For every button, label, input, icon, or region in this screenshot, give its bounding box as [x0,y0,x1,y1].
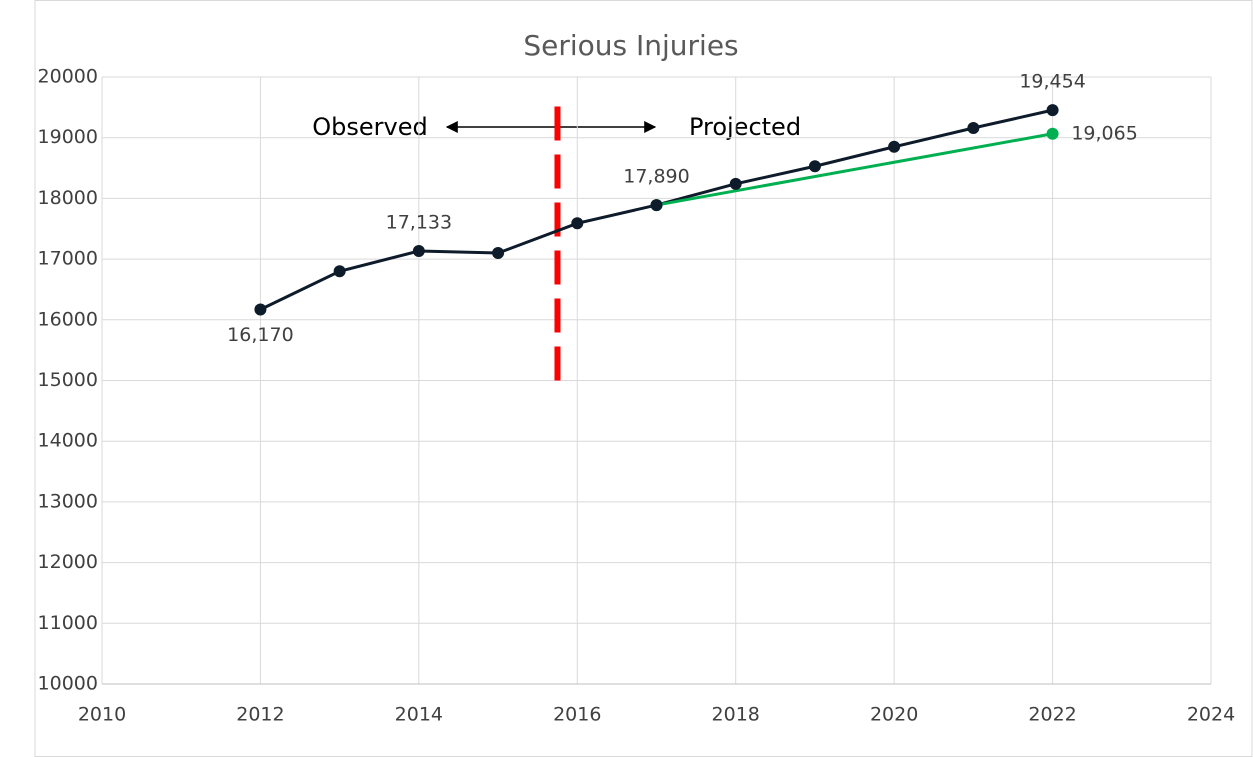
data-label: 16,170 [227,324,293,346]
data-label: 19,454 [1019,71,1085,93]
y-tick-label: 16000 [38,308,98,330]
x-tick-label: 2016 [553,704,601,726]
marker [650,199,663,212]
marker [492,247,505,260]
x-tick-label: 2024 [1187,704,1235,726]
x-tick-label: 2010 [78,704,126,726]
marker [571,217,584,230]
marker [729,177,742,190]
chart-title: Serious Injuries [523,29,738,62]
data-label: 17,890 [623,166,689,188]
series-line [656,132,1053,207]
marker [1046,104,1059,117]
data-label: 19,065 [1071,122,1137,144]
marker [808,160,821,173]
x-tick-label: 2022 [1028,704,1076,726]
y-tick-label: 15000 [38,369,98,391]
x-tick-label: 2012 [236,704,284,726]
x-tick-label: 2018 [712,704,760,726]
x-tick-label: 2014 [395,704,443,726]
y-tick-label: 18000 [38,187,98,209]
y-tick-label: 17000 [38,248,98,270]
y-tick-label: 14000 [38,430,98,452]
y-tick-label: 11000 [38,612,98,634]
data-label: 17,133 [386,212,452,234]
y-tick-label: 12000 [38,551,98,573]
marker [412,245,425,258]
annotation: Observed [312,113,427,141]
annotation: Projected [689,113,801,141]
y-tick-label: 19000 [38,126,98,148]
marker [254,303,267,316]
y-tick-label: 10000 [38,673,98,695]
marker [1046,127,1059,140]
y-tick-label: 20000 [38,66,98,88]
chart-frame [34,0,1253,757]
x-tick-label: 2020 [870,704,918,726]
marker [888,140,901,153]
marker [333,265,346,278]
y-tick-label: 13000 [38,490,98,512]
marker [967,121,980,134]
